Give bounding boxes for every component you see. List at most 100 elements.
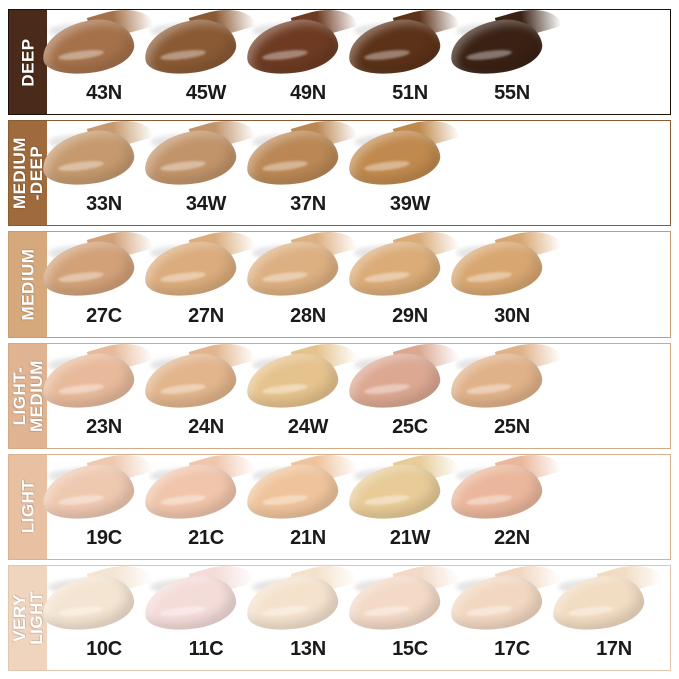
foundation-smear-icon — [38, 343, 160, 414]
shade-swatch-cell[interactable]: 28N — [242, 232, 359, 336]
tier-label-text: LIGHT — [18, 480, 38, 534]
shade-swatch-cell[interactable]: 17C — [446, 565, 563, 670]
foundation-smear-icon — [548, 565, 670, 636]
tier-label-text: MEDIUM -DEEP — [10, 137, 46, 209]
shade-swatch-cell[interactable]: 45W — [140, 10, 257, 114]
tier-label-text: DEEP — [19, 38, 38, 86]
foundation-smear-icon — [344, 565, 466, 636]
shade-swatch-cell[interactable]: 11C — [140, 565, 257, 670]
foundation-smear-icon — [140, 454, 262, 525]
tier-label-bar: VERY LIGHT — [9, 565, 47, 671]
shade-swatch-cell[interactable]: 39W — [344, 121, 461, 225]
foundation-smear-icon — [140, 232, 262, 303]
shade-swatch-cell[interactable]: 25N — [446, 343, 563, 448]
shade-code-label: 51N — [392, 82, 428, 105]
shade-swatch-cell[interactable]: 15C — [344, 565, 461, 670]
foundation-smear-icon — [140, 121, 262, 192]
tier-label-line: LIGHT — [18, 480, 38, 534]
shade-swatch-cell[interactable]: 24N — [140, 343, 257, 448]
shade-swatch-cell[interactable]: 21N — [242, 454, 359, 559]
tier-label-bar: DEEP — [9, 10, 47, 115]
shade-swatch-cell[interactable]: 25C — [344, 343, 461, 448]
foundation-smear-icon — [446, 232, 568, 303]
foundation-smear-icon — [344, 343, 466, 414]
foundation-smear-icon — [38, 454, 160, 525]
shade-swatch-cell[interactable]: 49N — [242, 10, 359, 114]
shade-code-label: 22N — [494, 526, 530, 549]
shade-code-label: 49N — [290, 82, 326, 105]
foundation-smear-icon — [242, 10, 364, 80]
foundation-smear-icon — [344, 10, 466, 80]
shade-swatch-cell[interactable]: 33N — [38, 121, 155, 225]
shade-swatch-cell[interactable]: 55N — [446, 10, 563, 114]
shade-code-label: 17N — [596, 638, 632, 661]
shade-swatch-cell[interactable]: 51N — [344, 10, 461, 114]
shade-swatch-cell[interactable]: 27N — [140, 232, 257, 336]
shade-swatch-cell[interactable]: 23N — [38, 343, 155, 448]
shade-code-label: 10C — [86, 638, 122, 661]
shade-code-label: 21C — [188, 526, 224, 549]
foundation-smear-icon — [140, 343, 262, 414]
foundation-smear-icon — [344, 454, 466, 525]
shade-swatch-cell[interactable]: 34W — [140, 121, 257, 225]
tier-label-text: VERY LIGHT — [10, 591, 46, 645]
shade-swatch-cell[interactable]: 10C — [38, 565, 155, 670]
shade-code-label: 13N — [290, 638, 326, 661]
foundation-smear-icon — [38, 565, 160, 636]
shade-code-label: 17C — [494, 638, 530, 661]
shade-code-label: 27N — [188, 304, 224, 327]
shade-code-label: 11C — [188, 638, 224, 661]
foundation-smear-icon — [446, 565, 568, 636]
shade-swatch-cell[interactable]: 37N — [242, 121, 359, 225]
shade-code-label: 27C — [86, 304, 122, 327]
shade-swatch-cell[interactable]: 19C — [38, 454, 155, 559]
shade-swatch-cell[interactable]: 24W — [242, 343, 359, 448]
shade-swatch-cell[interactable]: 27C — [38, 232, 155, 336]
foundation-smear-icon — [242, 454, 364, 525]
shade-code-label: 33N — [86, 193, 122, 216]
foundation-smear-icon — [38, 10, 160, 80]
shade-code-label: 19C — [86, 526, 122, 549]
foundation-smear-icon — [242, 343, 364, 414]
shade-code-label: 21W — [389, 526, 431, 549]
tier-row-medium-deep: MEDIUM -DEEP 33N 34W 37N 39W — [8, 120, 671, 227]
shade-code-label: 30N — [494, 304, 530, 327]
shade-code-label: 43N — [86, 82, 122, 105]
shade-code-label: 39W — [389, 193, 431, 216]
foundation-smear-icon — [38, 232, 160, 303]
shade-code-label: 55N — [494, 82, 530, 105]
tier-label-line: MEDIUM — [18, 248, 38, 321]
tier-label-bar: MEDIUM -DEEP — [9, 121, 47, 226]
foundation-smear-icon — [446, 343, 568, 414]
shade-swatch-cell[interactable]: 43N — [38, 10, 155, 114]
shade-code-label: 25N — [494, 415, 530, 438]
shade-swatch-cell[interactable]: 21W — [344, 454, 461, 559]
swatch-strip: 19C 21C 21N 21W 22N — [38, 454, 670, 559]
swatch-strip: 27C 27N 28N 29N 30N — [38, 232, 670, 336]
tier-label-bar: MEDIUM — [9, 232, 47, 337]
swatch-strip: 33N 34W 37N 39W — [38, 121, 670, 225]
swatch-strip: 43N 45W 49N 51N 55N — [38, 10, 670, 114]
foundation-smear-icon — [446, 454, 568, 525]
shade-code-label: 24N — [188, 415, 224, 438]
swatch-strip: 10C 11C 13N 15C 17C 17N — [38, 565, 670, 670]
shade-code-label: 21N — [290, 526, 326, 549]
tier-row-light: LIGHT 19C 21C 21N 21W 22N — [8, 453, 671, 560]
shade-swatch-cell[interactable]: 29N — [344, 232, 461, 336]
tier-label-bar: LIGHT — [9, 454, 47, 559]
foundation-smear-icon — [140, 10, 262, 80]
foundation-smear-icon — [140, 565, 262, 636]
tier-label-text: MEDIUM — [18, 248, 38, 321]
tier-row-light-medium: LIGHT- MEDIUM 23N 24N 24W 25C 25N — [8, 342, 671, 449]
shade-swatch-cell[interactable]: 21C — [140, 454, 257, 559]
shade-code-label: 25C — [392, 415, 428, 438]
shade-swatch-cell[interactable]: 22N — [446, 454, 563, 559]
shade-code-label: 29N — [392, 304, 428, 327]
shade-code-label: 15C — [392, 638, 428, 661]
shade-swatch-cell[interactable]: 17N — [548, 565, 665, 670]
tier-row-very-light: VERY LIGHT 10C 11C 13N 15C 17C 17N — [8, 564, 671, 672]
shade-swatch-cell[interactable]: 13N — [242, 565, 359, 670]
foundation-smear-icon — [38, 121, 160, 192]
shade-swatch-cell[interactable]: 30N — [446, 232, 563, 336]
